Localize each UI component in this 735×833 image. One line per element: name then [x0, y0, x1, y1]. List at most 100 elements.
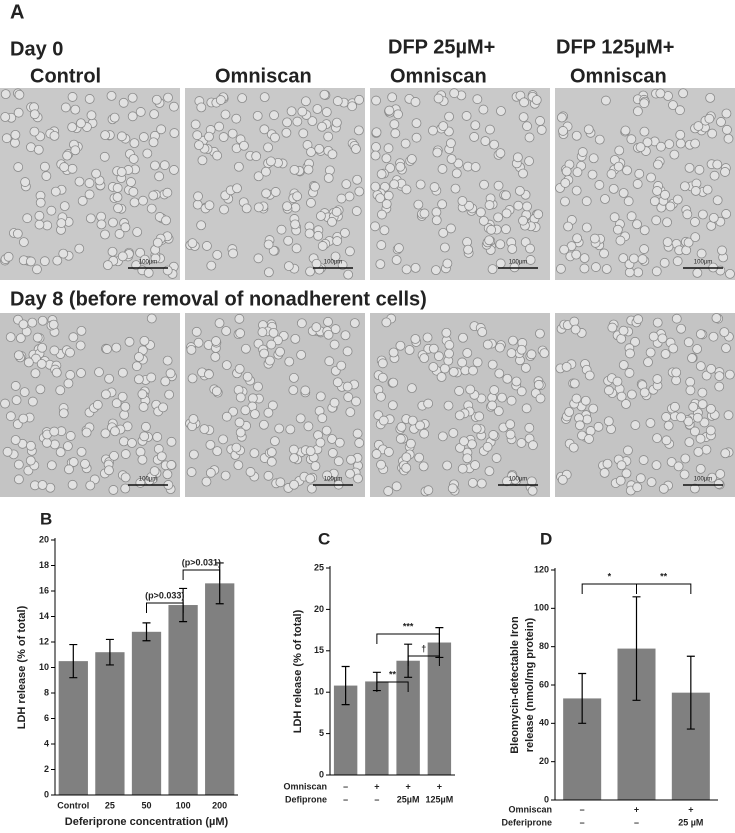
cell — [59, 162, 70, 172]
cell — [620, 125, 631, 136]
cell — [310, 461, 321, 471]
cell — [257, 327, 268, 337]
cell — [506, 395, 517, 406]
cell — [705, 92, 716, 103]
cell — [528, 440, 538, 451]
cell — [345, 407, 356, 417]
cell — [584, 370, 595, 381]
cell — [645, 418, 656, 428]
cell — [658, 483, 669, 494]
cell — [446, 223, 456, 234]
cell — [193, 337, 204, 348]
cell — [149, 466, 160, 477]
cell — [218, 132, 229, 142]
cell — [211, 336, 221, 346]
cell — [715, 469, 726, 479]
cell — [151, 94, 162, 105]
column-label: Omniscan — [215, 65, 312, 87]
cell — [666, 457, 677, 467]
cell — [18, 237, 29, 247]
cell — [19, 387, 30, 397]
cell — [467, 478, 478, 488]
cell — [351, 396, 361, 407]
cell — [488, 430, 499, 440]
cell — [343, 269, 354, 280]
annotation: * — [608, 571, 612, 581]
cell — [563, 221, 573, 232]
cell — [241, 203, 252, 214]
cell — [494, 342, 505, 353]
cell — [100, 130, 111, 141]
error-bar — [69, 643, 78, 679]
cell — [13, 162, 24, 172]
cell — [46, 460, 57, 471]
cell — [228, 248, 238, 259]
cell — [160, 376, 171, 387]
cell — [697, 399, 708, 410]
cell — [137, 389, 148, 400]
cell — [695, 433, 706, 444]
cell — [74, 176, 85, 187]
cell — [638, 455, 649, 465]
cell — [607, 322, 618, 333]
cell — [690, 186, 701, 196]
column-label: Control — [30, 65, 101, 87]
cell — [188, 414, 199, 424]
cell — [571, 185, 582, 196]
cell — [684, 437, 695, 448]
cell — [572, 233, 583, 244]
cell — [370, 150, 381, 161]
cell — [282, 201, 292, 212]
cell — [40, 161, 50, 172]
cell — [720, 448, 731, 459]
cell — [247, 393, 258, 404]
cell — [169, 165, 179, 175]
cell — [652, 433, 662, 443]
cell — [701, 370, 712, 381]
cell — [599, 467, 610, 478]
cell — [33, 144, 44, 155]
cell — [591, 262, 601, 272]
cell — [624, 368, 635, 378]
panel-label: A — [10, 1, 24, 23]
cell — [690, 232, 701, 243]
cell — [716, 117, 726, 127]
cell — [127, 438, 137, 448]
cell — [94, 367, 104, 377]
cell — [671, 313, 682, 324]
cell — [284, 356, 295, 367]
cell — [618, 188, 629, 198]
cell — [119, 436, 129, 447]
treatment-value: – — [374, 794, 379, 804]
cell — [13, 459, 24, 470]
cell — [632, 219, 642, 230]
cell — [163, 92, 173, 103]
cell — [376, 391, 386, 402]
column-label: Omniscan — [390, 65, 487, 87]
cell — [701, 444, 712, 455]
cell — [221, 326, 232, 336]
y-tick-label: 20 — [314, 604, 324, 614]
cell — [702, 184, 713, 195]
cell — [494, 368, 505, 379]
cell — [342, 381, 353, 392]
cell — [723, 410, 734, 421]
cell — [448, 428, 459, 438]
cell — [470, 460, 481, 470]
cell — [5, 411, 16, 422]
cell — [270, 187, 281, 197]
cell — [601, 264, 612, 274]
cell — [462, 348, 473, 358]
cell — [484, 466, 495, 477]
cell — [240, 405, 251, 416]
cell — [581, 196, 592, 207]
cell — [665, 201, 676, 212]
cell — [594, 180, 605, 190]
cell — [344, 191, 355, 202]
cell — [440, 242, 450, 253]
cell — [624, 267, 635, 278]
cell — [478, 104, 489, 115]
y-tick-label: 120 — [534, 564, 549, 574]
cell — [99, 151, 110, 162]
cell — [237, 93, 248, 104]
